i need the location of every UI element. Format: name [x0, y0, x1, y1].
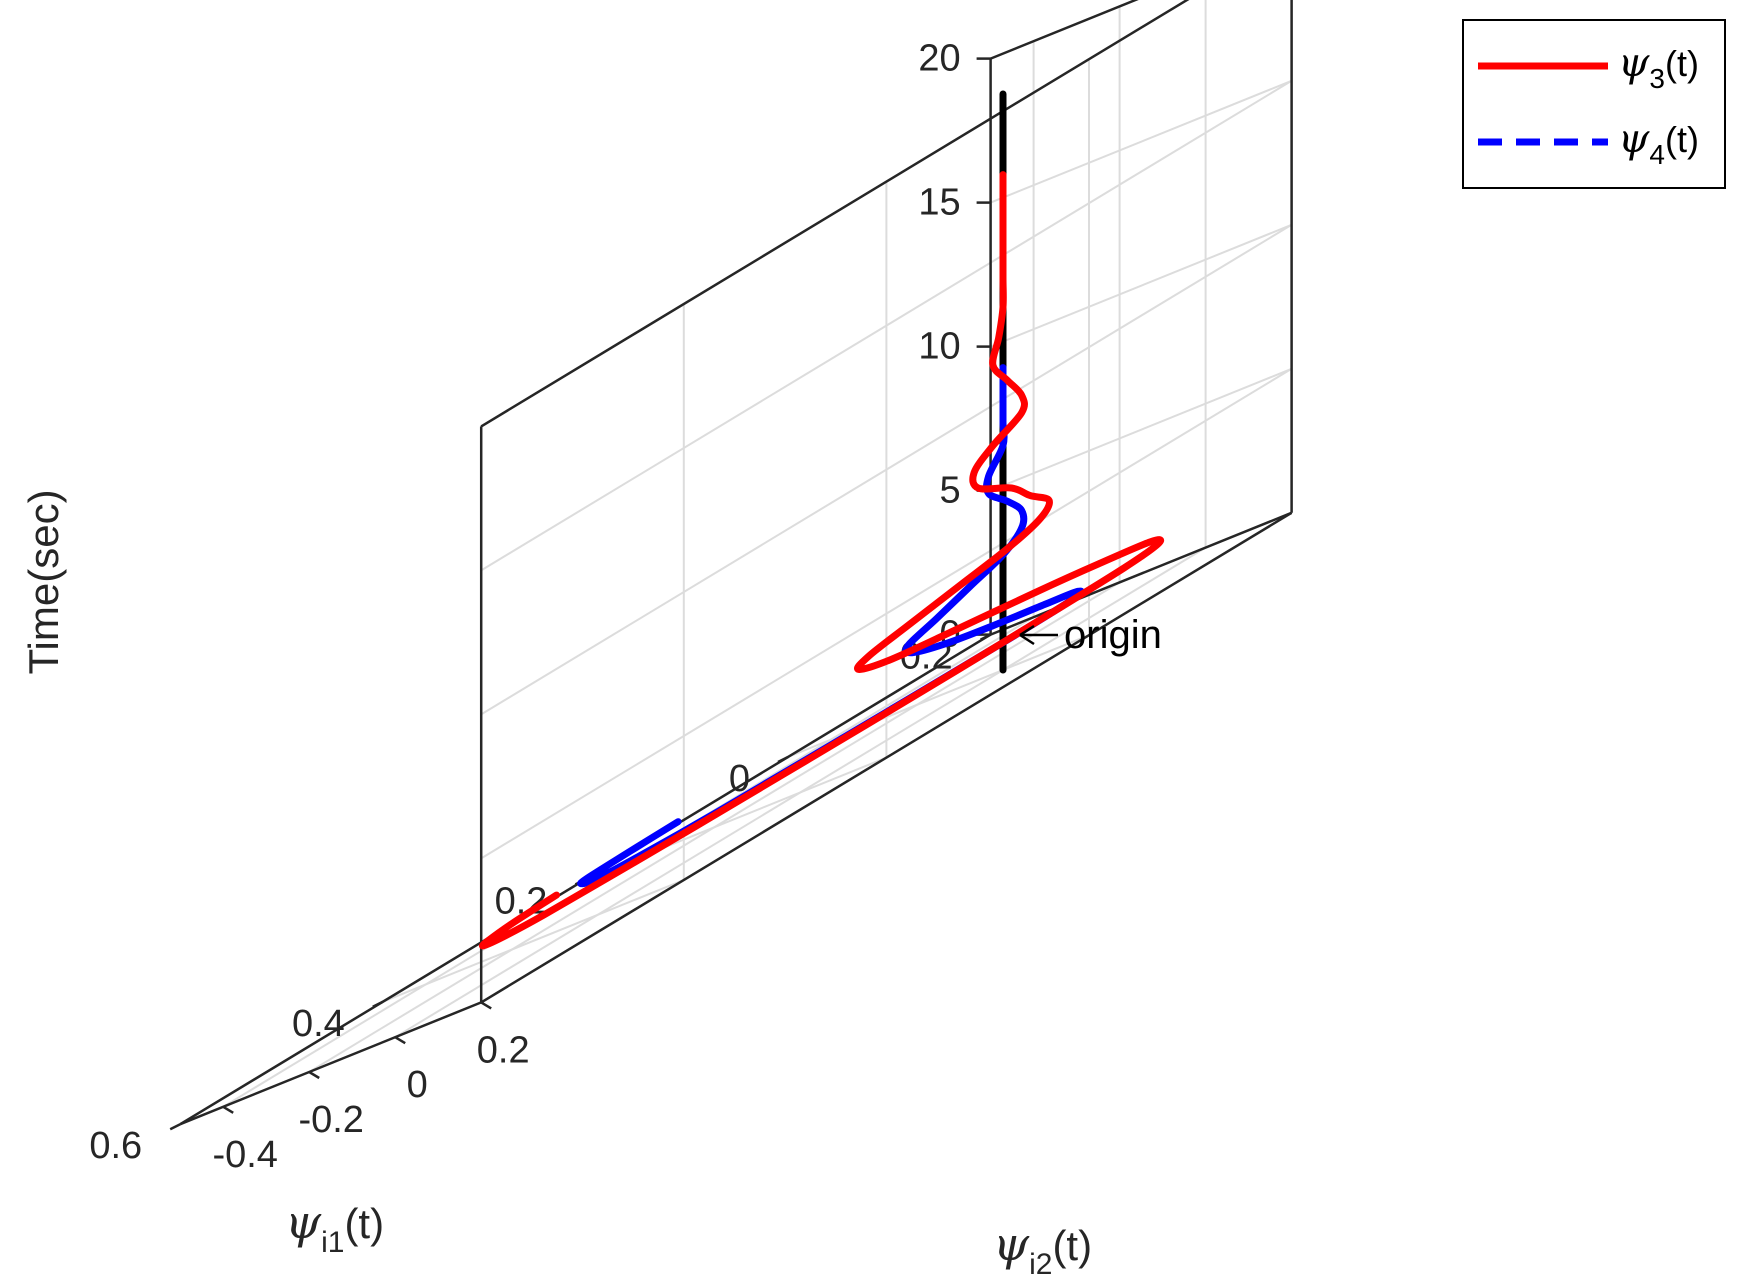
grid-line — [990, 223, 1292, 348]
frame-edge — [179, 1001, 482, 1126]
legend-box — [1462, 19, 1726, 189]
grid-line — [480, 223, 1293, 716]
origin-arrow-head — [1019, 624, 1035, 646]
z-tick-label: 10 — [918, 326, 960, 368]
y-tick-label: 0 — [407, 1064, 428, 1106]
z-tick-label: 5 — [939, 470, 960, 512]
x-tick-label: 0.4 — [292, 1003, 345, 1045]
x-tick — [777, 755, 789, 764]
x-axis-label: ψi1(t) — [285, 1195, 384, 1259]
grid-line — [990, 0, 1139, 60]
legend-label-psi3: ψ3(t) — [1618, 40, 1699, 94]
grid-line — [480, 79, 1293, 572]
grid-line — [990, 79, 1292, 204]
x-axis-label-suffix: (t) — [344, 1200, 384, 1247]
grid — [179, 0, 1293, 1126]
y-axis-label-suffix: (t) — [1052, 1222, 1092, 1269]
frame-edge — [480, 511, 1293, 1004]
axes-frame — [179, 0, 1293, 1126]
y-tick-label: -0.2 — [298, 1099, 363, 1141]
origin-annotation: origin — [1019, 613, 1162, 657]
y-axis-label-sub: i2 — [1029, 1248, 1052, 1281]
x-tick-label: 0.6 — [89, 1125, 142, 1167]
legend: ψ3(t) ψ4(t) — [1462, 19, 1726, 189]
y-axis-label-symbol: ψ — [993, 1217, 1030, 1271]
z-tick-label: 15 — [918, 182, 960, 224]
curves — [478, 90, 1165, 950]
y-tick-label: -0.4 — [212, 1134, 277, 1176]
z-tick-label: 20 — [918, 38, 960, 80]
x-tick-label: 0 — [729, 758, 750, 800]
grid-line — [990, 367, 1292, 492]
frame-edge — [990, 0, 1139, 60]
frame-edge — [990, 511, 1293, 636]
x-axis-label-symbol: ψ — [285, 1195, 322, 1249]
grid-line — [480, 367, 1293, 860]
grid-line — [308, 581, 1121, 1073]
y-tick — [222, 1105, 234, 1114]
y-tick-label: 0.2 — [477, 1029, 530, 1071]
x-tick — [169, 1123, 181, 1131]
y-tick — [308, 1070, 320, 1080]
x-tick — [372, 1000, 384, 1008]
y-axis-label: ψi2(t) — [993, 1217, 1092, 1281]
grid-line — [382, 879, 685, 1003]
frame-edge — [480, 0, 1190, 428]
origin-label: origin — [1064, 613, 1162, 657]
grid-line — [394, 546, 1207, 1039]
x-axis-label-sub: i1 — [321, 1226, 344, 1259]
legend-label-psi4: ψ4(t) — [1618, 116, 1699, 170]
z-axis-label: Time(sec) — [20, 489, 67, 674]
y-tick — [394, 1036, 406, 1045]
series-line-psi3 — [478, 171, 1165, 950]
y-tick — [480, 1001, 492, 1010]
